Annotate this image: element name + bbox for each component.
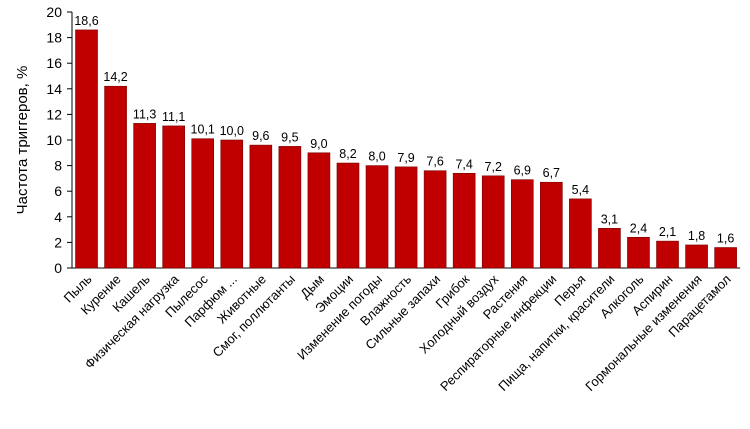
data-label: 2,1 [659, 225, 676, 239]
bar [220, 139, 244, 269]
bar [133, 123, 156, 269]
data-label: 9,0 [310, 137, 327, 151]
bars [75, 29, 737, 269]
bar [162, 125, 185, 269]
y-axis-title: Частота триггеров, % [14, 66, 31, 215]
data-label: 7,9 [397, 151, 414, 165]
bar [627, 236, 650, 269]
data-label: 18,6 [74, 14, 98, 28]
data-label: 8,0 [368, 150, 385, 164]
y-tick-label: 2 [54, 234, 62, 250]
y-tick-label: 8 [54, 158, 62, 174]
bar [394, 166, 418, 269]
data-label: 11,3 [133, 107, 156, 121]
y-tick-label: 10 [46, 132, 62, 148]
data-label: 7,4 [455, 157, 472, 171]
bar [307, 152, 331, 269]
y-tick-label: 12 [46, 106, 62, 122]
bar [481, 175, 505, 269]
data-label: 9,6 [252, 129, 269, 143]
y-tick-label: 6 [54, 183, 62, 199]
data-label: 9,5 [281, 130, 298, 144]
bar [452, 172, 476, 269]
bar [365, 165, 389, 269]
bar [685, 244, 708, 269]
data-label: 3,1 [601, 212, 618, 226]
y-tick-label: 16 [46, 55, 62, 71]
bar [423, 170, 447, 269]
bar [104, 85, 127, 269]
bar [249, 144, 273, 269]
y-tick-label: 20 [46, 4, 62, 20]
y-tick-label: 14 [46, 81, 62, 97]
data-label: 1,6 [717, 232, 734, 246]
data-label: 6,7 [543, 166, 560, 180]
data-label: 2,4 [630, 221, 647, 235]
y-tick-label: 0 [54, 260, 62, 276]
bar [569, 198, 592, 269]
bar [336, 162, 360, 269]
data-label: 14,2 [103, 70, 127, 84]
data-label: 6,9 [514, 164, 531, 178]
bar [540, 181, 563, 269]
data-label: 1,8 [688, 229, 705, 243]
bar [75, 29, 98, 269]
bar [714, 247, 737, 269]
data-label: 10,0 [220, 124, 244, 138]
bar [598, 228, 621, 269]
bar [278, 146, 302, 269]
y-tick-label: 18 [46, 30, 62, 46]
data-label: 7,6 [426, 155, 443, 169]
bar [191, 138, 215, 269]
y-tick-label: 4 [54, 209, 62, 225]
data-label: 11,1 [162, 110, 185, 124]
data-label: 8,2 [339, 147, 356, 161]
data-label: 5,4 [572, 183, 589, 197]
bar [656, 240, 679, 269]
value-labels: 18,6 14,2 11,3 11,1 10,1 10,0 9,6 9,5 9,0 8,2 8,0 7… [74, 14, 734, 246]
data-label: 7,2 [485, 160, 502, 174]
bar [510, 179, 534, 269]
data-label: 10,1 [191, 123, 215, 137]
